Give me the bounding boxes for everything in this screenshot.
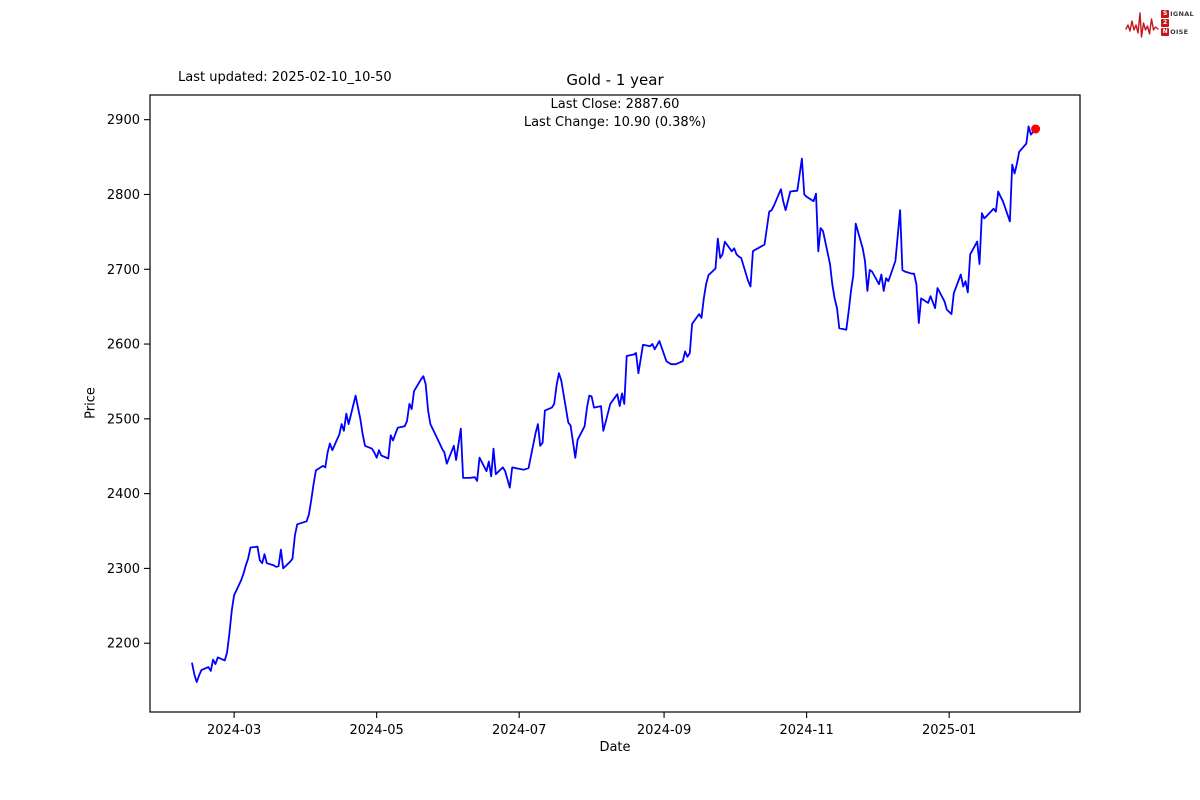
logo-noise-rest: OISE xyxy=(1170,27,1189,36)
chart-title: Gold - 1 year xyxy=(566,71,664,89)
last-price-marker xyxy=(1031,124,1041,134)
x-tick-label: 2024-05 xyxy=(349,723,403,738)
logo-letter-s: S xyxy=(1161,10,1170,18)
logo-row-signal: S IGNAL xyxy=(1161,10,1194,18)
y-tick-label: 2500 xyxy=(107,412,140,427)
x-tick-label: 2024-11 xyxy=(779,723,833,738)
plot-border xyxy=(149,94,1081,713)
logo-signal-rest: IGNAL xyxy=(1170,9,1194,18)
x-tick-label: 2024-03 xyxy=(207,723,261,738)
logo-letter-n: N xyxy=(1161,28,1170,36)
logo-letter-2: 2 xyxy=(1161,19,1170,27)
logo-row-noise: N OISE xyxy=(1161,28,1194,36)
logo-text: S IGNAL 2 N OISE xyxy=(1161,10,1194,36)
logo-row-two: 2 xyxy=(1161,19,1194,27)
y-tick-label: 2700 xyxy=(107,263,140,278)
y-tick-label: 2600 xyxy=(107,338,140,353)
y-tick-label: 2200 xyxy=(107,637,140,652)
x-tick-label: 2024-09 xyxy=(637,723,691,738)
x-tick-label: 2024-07 xyxy=(492,723,546,738)
y-tick-label: 2300 xyxy=(107,562,140,577)
last-updated-text: Last updated: 2025-02-10_10-50 xyxy=(178,70,392,85)
last-change-annotation: Last Change: 10.90 (0.38%) xyxy=(523,115,707,130)
y-tick-label: 2800 xyxy=(107,188,140,203)
last-close-annotation: Last Close: 2887.60 xyxy=(550,97,680,112)
x-tick-label: 2025-01 xyxy=(922,723,976,738)
y-axis-label: Price xyxy=(83,387,99,419)
y-tick-label: 2900 xyxy=(107,113,140,128)
y-tick-label: 2400 xyxy=(107,487,140,502)
price-line xyxy=(191,125,1037,683)
x-axis-label: Date xyxy=(599,740,631,755)
waveform-icon xyxy=(1125,12,1159,38)
logo: S IGNAL 2 N OISE xyxy=(1125,4,1194,42)
